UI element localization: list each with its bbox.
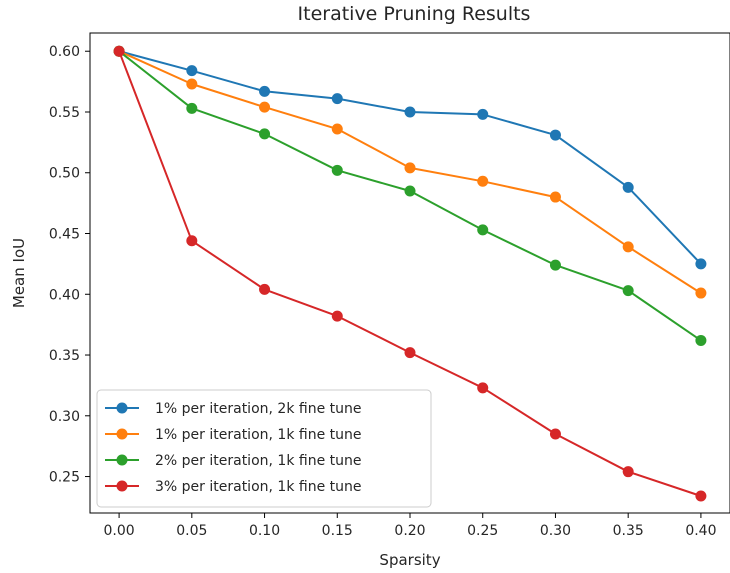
legend-label: 1% per iteration, 2k fine tune bbox=[155, 401, 361, 417]
series-1 bbox=[114, 46, 707, 270]
series-line bbox=[119, 51, 701, 264]
data-point bbox=[623, 241, 634, 252]
y-tick-label: 0.40 bbox=[49, 287, 80, 303]
data-point bbox=[477, 109, 488, 120]
data-point bbox=[623, 466, 634, 477]
legend: 1% per iteration, 2k fine tune 1% per ite… bbox=[97, 390, 431, 507]
legend-swatch-marker bbox=[117, 481, 128, 492]
data-point bbox=[259, 284, 270, 295]
data-point bbox=[114, 46, 125, 57]
y-tick-label: 0.50 bbox=[49, 166, 80, 182]
legend-swatch-marker bbox=[117, 429, 128, 440]
data-point bbox=[332, 124, 343, 135]
data-point bbox=[695, 258, 706, 269]
legend-swatch-marker bbox=[117, 403, 128, 414]
data-point bbox=[405, 106, 416, 117]
y-tick-label: 0.30 bbox=[49, 409, 80, 425]
chart-title: Iterative Pruning Results bbox=[298, 3, 531, 25]
y-axis-label: Mean IoU bbox=[10, 238, 28, 308]
data-point bbox=[259, 128, 270, 139]
data-point bbox=[550, 260, 561, 271]
y-tick-label: 0.25 bbox=[49, 470, 80, 486]
x-tick-label: 0.00 bbox=[104, 523, 135, 539]
data-point bbox=[259, 86, 270, 97]
legend-label: 3% per iteration, 1k fine tune bbox=[155, 479, 361, 495]
data-point bbox=[695, 288, 706, 299]
data-point bbox=[695, 490, 706, 501]
data-point bbox=[259, 102, 270, 113]
data-point bbox=[477, 176, 488, 187]
x-tick-label: 0.30 bbox=[540, 523, 571, 539]
y-tick-label: 0.60 bbox=[49, 44, 80, 60]
x-tick-label: 0.20 bbox=[394, 523, 425, 539]
x-tick-label: 0.35 bbox=[613, 523, 644, 539]
data-point bbox=[405, 347, 416, 358]
data-point bbox=[550, 130, 561, 141]
x-axis-ticks: 0.00 0.05 0.10 0.15 0.20 0.25 0.30 0.35 0.40 bbox=[104, 513, 717, 539]
data-point bbox=[186, 79, 197, 90]
legend-swatch-marker bbox=[117, 455, 128, 466]
data-point bbox=[623, 182, 634, 193]
data-point bbox=[405, 185, 416, 196]
y-tick-label: 0.35 bbox=[49, 348, 80, 364]
data-point bbox=[477, 382, 488, 393]
data-point bbox=[332, 93, 343, 104]
data-point bbox=[405, 162, 416, 173]
data-point bbox=[550, 192, 561, 203]
x-tick-label: 0.40 bbox=[685, 523, 716, 539]
data-point bbox=[623, 285, 634, 296]
y-axis-ticks: 0.25 0.30 0.35 0.40 0.45 0.50 0.55 0.60 bbox=[49, 44, 90, 485]
data-point bbox=[695, 335, 706, 346]
legend-label: 1% per iteration, 1k fine tune bbox=[155, 427, 361, 443]
series-3 bbox=[114, 46, 707, 346]
x-tick-label: 0.10 bbox=[249, 523, 280, 539]
x-tick-label: 0.05 bbox=[176, 523, 207, 539]
x-axis-label: Sparsity bbox=[379, 551, 440, 569]
x-tick-label: 0.15 bbox=[322, 523, 353, 539]
y-tick-label: 0.45 bbox=[49, 227, 80, 243]
y-tick-label: 0.55 bbox=[49, 105, 80, 121]
data-point bbox=[186, 103, 197, 114]
data-point bbox=[186, 65, 197, 76]
data-point bbox=[332, 311, 343, 322]
data-point bbox=[477, 224, 488, 235]
data-point bbox=[550, 429, 561, 440]
legend-label: 2% per iteration, 1k fine tune bbox=[155, 453, 361, 469]
data-point bbox=[332, 165, 343, 176]
x-tick-label: 0.25 bbox=[467, 523, 498, 539]
series-2 bbox=[114, 46, 707, 299]
data-point bbox=[186, 235, 197, 246]
